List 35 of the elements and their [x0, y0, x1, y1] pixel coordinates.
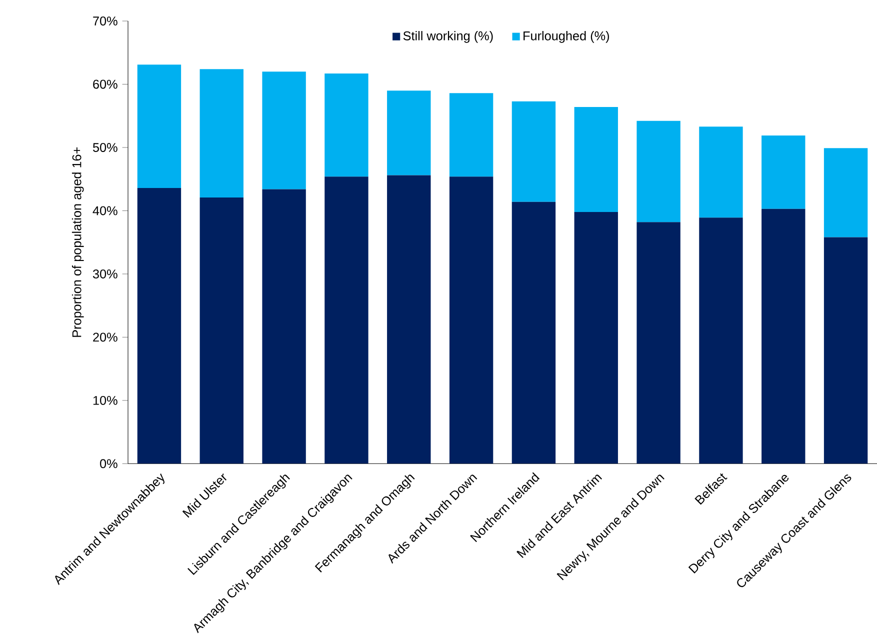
y-axis-title: Proportion of population aged 16+: [72, 147, 84, 337]
bar: [324, 176, 368, 464]
bar: [137, 64, 182, 188]
y-tick-label: 60%: [93, 80, 118, 89]
bar: [636, 120, 680, 222]
bar: [512, 202, 556, 464]
bar: [200, 197, 244, 464]
bar: [762, 208, 806, 464]
bar: [387, 175, 431, 464]
bar: [449, 93, 494, 177]
y-tick-label: 10%: [93, 396, 118, 405]
legend-label: Still working (%): [403, 31, 493, 43]
y-tick-label: 20%: [93, 332, 118, 342]
bar: [574, 212, 618, 464]
bar: [762, 135, 806, 209]
bar: [200, 69, 244, 198]
bar: [512, 101, 556, 202]
bar: [824, 237, 868, 464]
y-tick-label: 40%: [92, 206, 118, 216]
bar: [262, 72, 306, 190]
bar: [636, 222, 680, 464]
legend-label: Furloughed (%): [524, 31, 609, 43]
bar: [574, 107, 618, 212]
bar: [699, 126, 743, 218]
bar: [262, 189, 306, 464]
y-tick-label: 30%: [92, 269, 118, 278]
y-tick-label: 0%: [100, 459, 118, 468]
bar: [387, 90, 431, 176]
bar: [137, 188, 182, 464]
bar: [449, 176, 494, 464]
y-tick-label: 70%: [93, 16, 118, 26]
bar: [324, 74, 368, 177]
y-tick-label: 50%: [92, 143, 118, 152]
bar: [824, 148, 868, 238]
bar: [699, 218, 743, 464]
